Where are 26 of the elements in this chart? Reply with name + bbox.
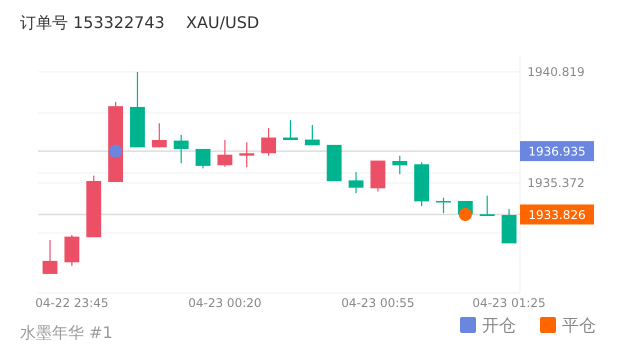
x-tick-label: 04-23 00:20 xyxy=(188,296,262,310)
candlestick xyxy=(283,119,298,141)
y-tick-label: 1935.372 xyxy=(527,176,585,190)
candlestick xyxy=(42,239,58,275)
y-tick-label: 1940.819 xyxy=(527,64,585,79)
candlestick xyxy=(196,148,210,169)
ref-line-label: 1936.935 xyxy=(528,144,586,159)
chart-title: 订单号 153322743 xyxy=(20,13,165,32)
candlestick xyxy=(304,124,320,146)
candlestick xyxy=(152,122,167,148)
candlestick xyxy=(174,134,189,164)
candlestick xyxy=(239,142,254,168)
candlestick xyxy=(348,172,364,194)
candlestick xyxy=(217,139,232,168)
text: 水墨年华 #1 xyxy=(20,323,113,342)
ref-line-label: 1933.826 xyxy=(528,208,586,222)
x-tick-label: 04-23 01:25 xyxy=(472,296,546,310)
candlestick xyxy=(392,155,408,175)
legend-label: 平仓 xyxy=(562,316,596,336)
candlestick xyxy=(480,195,495,217)
legend-label: 开仓 xyxy=(482,316,516,336)
chart-subtitle: XAU/USD xyxy=(186,13,260,32)
candlestick xyxy=(261,127,276,156)
candlestick xyxy=(436,197,451,214)
x-tick-label: 04-22 23:45 xyxy=(35,296,109,310)
x-tick-label: 04-23 00:55 xyxy=(341,296,415,310)
